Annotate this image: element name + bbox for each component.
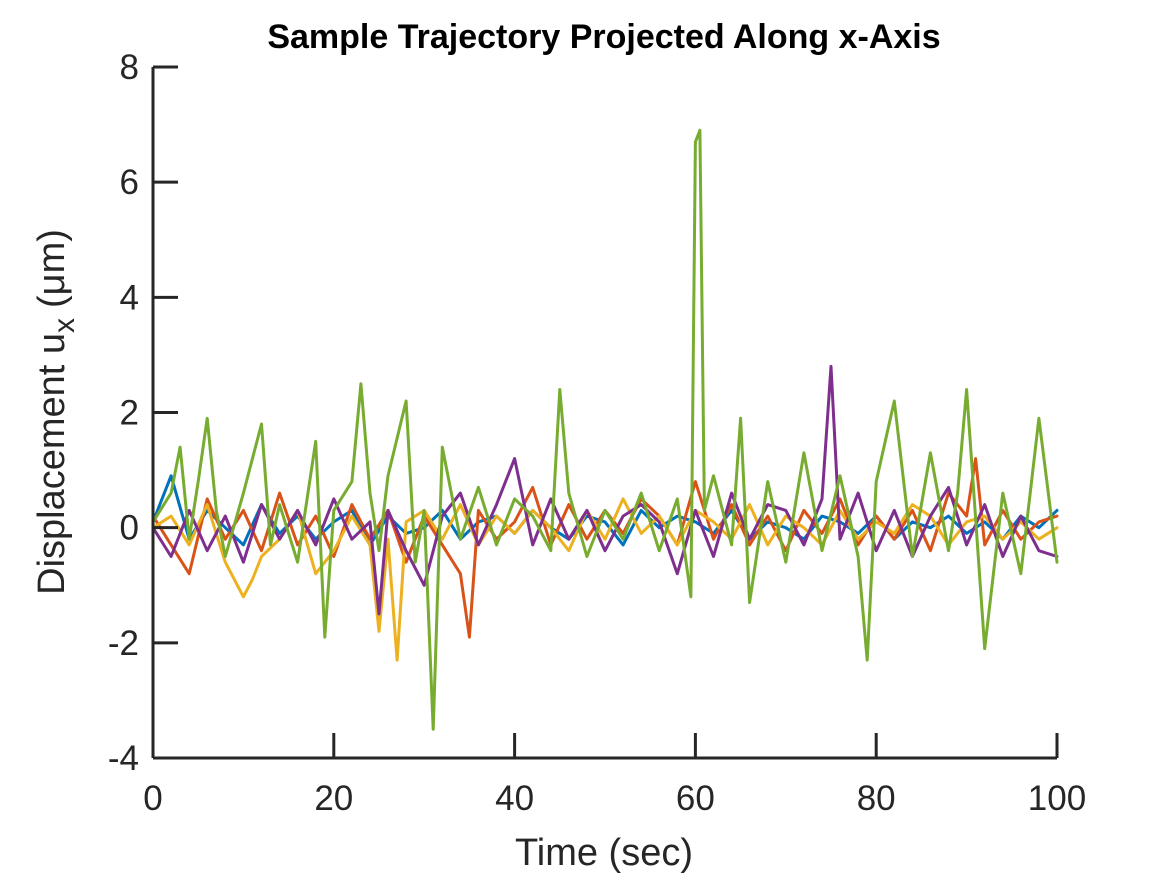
series-layer: [151, 128, 1059, 731]
series-line-5: [151, 128, 1059, 731]
y-tick-label: 2: [120, 394, 139, 433]
x-axis-label: Time (sec): [515, 832, 693, 874]
y-tick-label: -2: [108, 624, 139, 663]
y-tick-label: 0: [120, 509, 139, 548]
y-tick-label: -4: [108, 739, 139, 778]
y-axis-label-main: Displacement u: [31, 333, 73, 595]
x-tick-label: 40: [495, 779, 534, 818]
y-tick-label: 8: [120, 48, 139, 87]
y-tick-label: 4: [120, 278, 139, 317]
y-axis-label-subscript: x: [48, 318, 81, 333]
x-tick-label: 100: [1028, 779, 1086, 818]
x-tick-label: 20: [314, 779, 353, 818]
y-axis-label-unit: (μm): [31, 229, 73, 308]
x-tick-label: 60: [676, 779, 715, 818]
y-axis-ticks: -4 -2 0 2 4 6 8: [108, 48, 178, 778]
x-tick-label: 0: [143, 779, 162, 818]
y-tick-label: 6: [120, 163, 139, 202]
x-axis-ticks: 0 20 40 60 80 100: [143, 733, 1086, 818]
chart-title: Sample Trajectory Projected Along x-Axis: [267, 18, 940, 56]
y-axis-label: Displacement ux (μm): [31, 229, 81, 595]
x-tick-label: 80: [857, 779, 896, 818]
series-line-4: [151, 364, 1059, 616]
